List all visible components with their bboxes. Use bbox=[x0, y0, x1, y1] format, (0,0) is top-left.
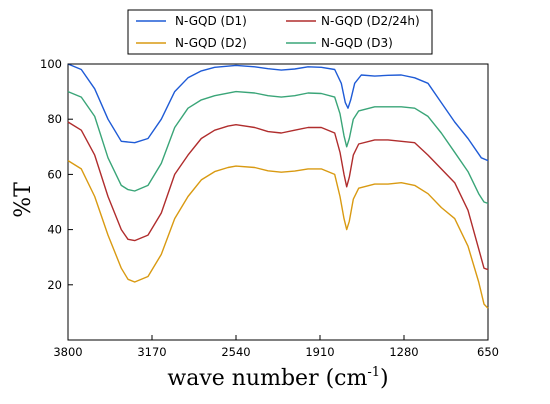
x-axis-title-superscript: -1 bbox=[367, 365, 380, 380]
series-line-3 bbox=[67, 90, 489, 205]
x-axis-title-close: ) bbox=[380, 366, 389, 391]
x-tick-label: 3800 bbox=[53, 345, 82, 359]
x-axis-title: wave number (cm-1) bbox=[167, 365, 388, 391]
x-tick-label: 650 bbox=[477, 345, 499, 359]
y-tick-label: 80 bbox=[47, 112, 62, 126]
x-axis-title-main: wave number (cm bbox=[167, 366, 367, 391]
series-line-1 bbox=[67, 121, 489, 271]
y-tick-label: 20 bbox=[47, 278, 62, 292]
legend-label-d2-24h: N-GQD (D2/24h) bbox=[321, 14, 420, 28]
series-line-0 bbox=[67, 63, 489, 162]
x-tick-label: 3170 bbox=[137, 345, 166, 359]
legend: N-GQD (D1) N-GQD (D2/24h) N-GQD (D2) N-G… bbox=[127, 9, 433, 55]
y-axis-title: %T bbox=[11, 182, 36, 218]
y-tick-label: 100 bbox=[40, 57, 62, 71]
legend-label-d2: N-GQD (D2) bbox=[175, 36, 247, 50]
x-axis-ticks: 3800 3170 2540 1910 1280 650 bbox=[53, 335, 499, 359]
legend-label-d1: N-GQD (D1) bbox=[175, 14, 247, 28]
series-line-2 bbox=[67, 160, 489, 309]
series-layer bbox=[67, 63, 489, 309]
y-axis-ticks: 20 40 60 80 100 bbox=[40, 57, 73, 292]
legend-box bbox=[127, 9, 433, 55]
x-tick-label: 1280 bbox=[389, 345, 418, 359]
x-tick-label: 2540 bbox=[221, 345, 250, 359]
legend-label-d3: N-GQD (D3) bbox=[321, 36, 393, 50]
plot-area-frame bbox=[67, 63, 489, 341]
x-tick-label: 1910 bbox=[305, 345, 334, 359]
y-tick-label: 40 bbox=[47, 223, 62, 237]
y-tick-label: 60 bbox=[47, 167, 62, 181]
